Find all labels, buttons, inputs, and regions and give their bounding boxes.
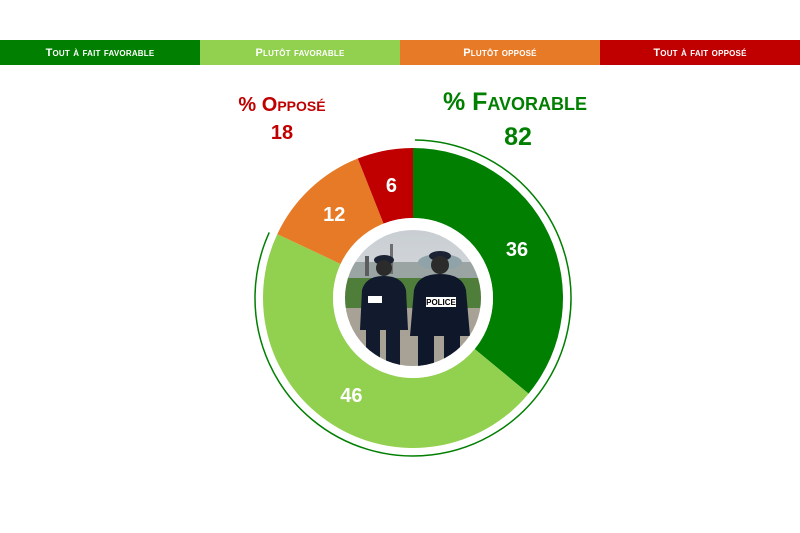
favorable-total: 82 bbox=[504, 123, 532, 151]
slice-plutot-oppose bbox=[277, 158, 384, 264]
legend-item-plutot-favorable: Plutôt favorable bbox=[200, 40, 400, 65]
slice-label-plutot-favorable: 46 bbox=[340, 385, 362, 407]
legend-item-plutot-oppose: Plutôt opposé bbox=[400, 40, 600, 65]
legend-bar: Tout à fait favorable Plutôt favorable P… bbox=[0, 40, 800, 65]
police-photo-image: POLICE bbox=[345, 230, 481, 366]
donut-slices bbox=[263, 148, 563, 449]
oppose-total: 18 bbox=[270, 122, 294, 144]
slice-tout-a-fait-oppose bbox=[357, 148, 413, 224]
slice-label-tout-a-fait-favorable: 36 bbox=[506, 239, 528, 261]
oppose-title: % Opposé bbox=[238, 94, 326, 116]
police-badge-text: POLICE bbox=[426, 298, 456, 307]
legend-item-tout-a-fait-oppose: Tout à fait opposé bbox=[600, 40, 800, 65]
favorable-outline-arc bbox=[254, 139, 572, 457]
slice-label-plutot-oppose: 12 bbox=[323, 204, 345, 226]
favorable-title: % Favorable bbox=[442, 88, 588, 116]
slice-plutot-favorable bbox=[263, 234, 529, 449]
slice-tout-a-fait-favorable bbox=[413, 148, 563, 394]
donut-labels: 36 46 12 6 bbox=[323, 175, 528, 407]
legend-item-tout-a-fait-favorable: Tout à fait favorable bbox=[0, 40, 200, 65]
slice-label-tout-a-fait-oppose: 6 bbox=[386, 175, 397, 197]
